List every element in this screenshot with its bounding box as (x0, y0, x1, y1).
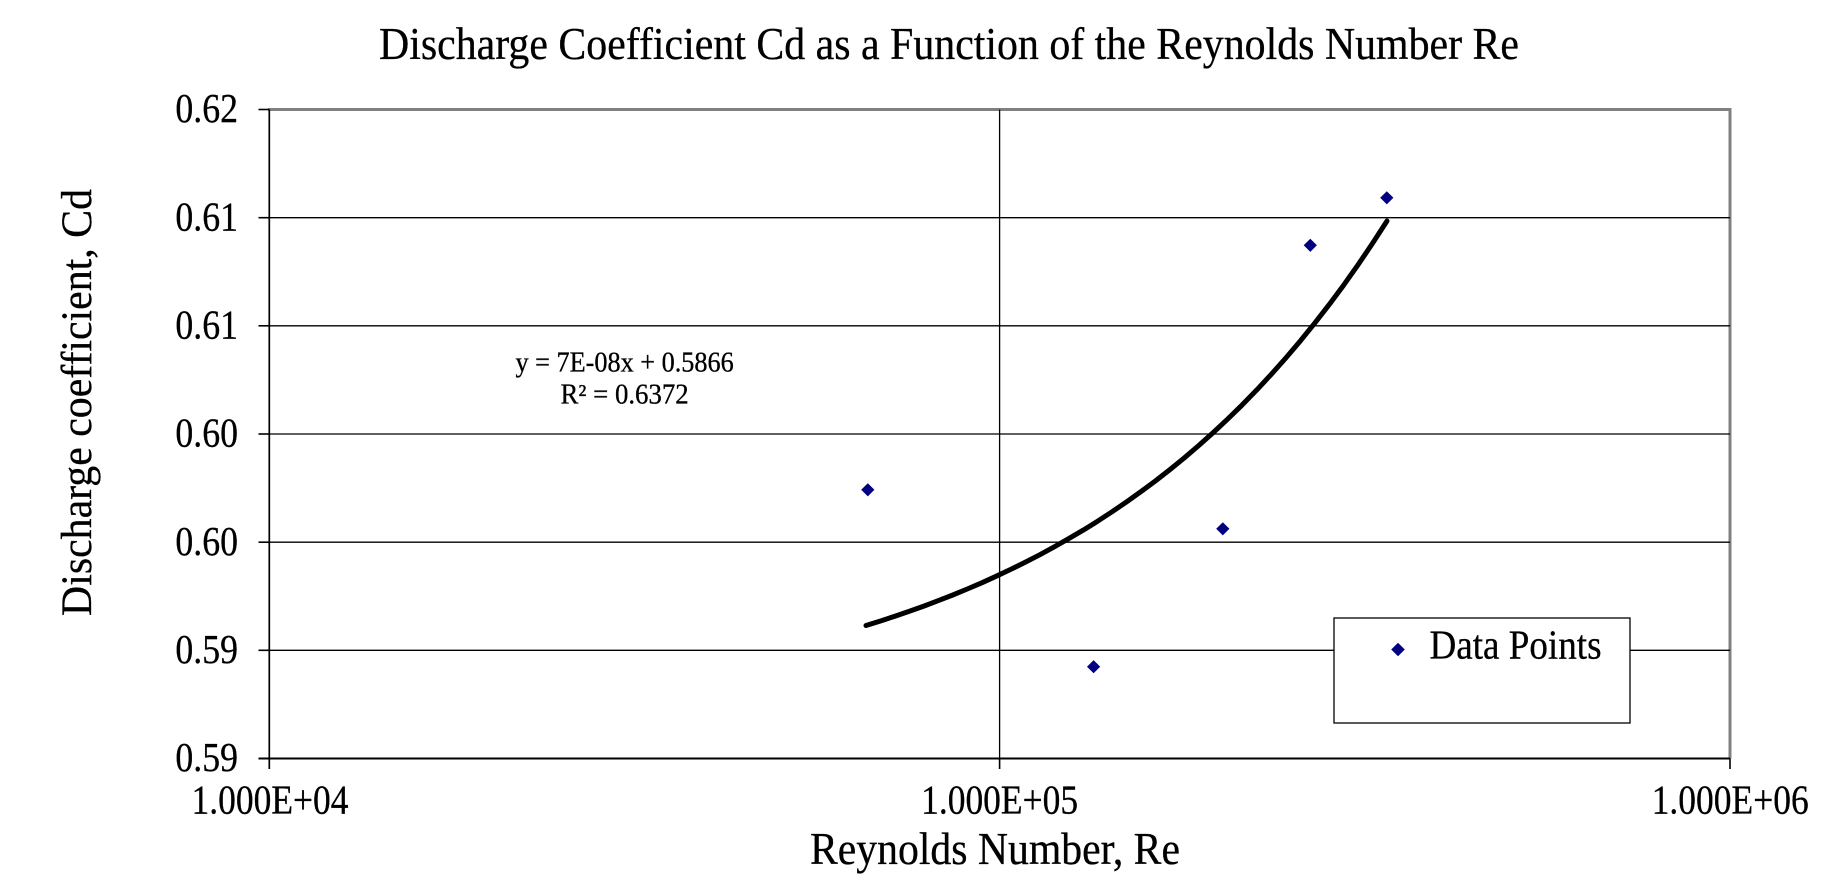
svg-text:0.59: 0.59 (175, 734, 238, 780)
svg-text:Discharge Coefficient Cd as a: Discharge Coefficient Cd as a Function o… (379, 19, 1519, 69)
svg-text:1.000E+06: 1.000E+06 (1652, 777, 1809, 823)
svg-text:0.59: 0.59 (175, 626, 238, 672)
svg-text:0.60: 0.60 (175, 518, 238, 564)
svg-text:1.000E+05: 1.000E+05 (921, 777, 1078, 823)
svg-text:0.62: 0.62 (175, 85, 238, 131)
svg-text:y = 7E-08x + 0.5866: y = 7E-08x + 0.5866 (516, 348, 734, 379)
svg-text:Data Points: Data Points (1430, 622, 1602, 668)
svg-text:0.61: 0.61 (175, 302, 238, 348)
svg-text:1.000E+04: 1.000E+04 (192, 777, 349, 823)
svg-text:Discharge coefficient, Cd: Discharge coefficient, Cd (53, 189, 101, 616)
svg-text:R² = 0.6372: R² = 0.6372 (561, 379, 689, 410)
svg-text:0.60: 0.60 (175, 410, 238, 456)
svg-text:0.61: 0.61 (175, 193, 238, 239)
svg-text:Reynolds Number, Re: Reynolds Number, Re (810, 823, 1180, 874)
